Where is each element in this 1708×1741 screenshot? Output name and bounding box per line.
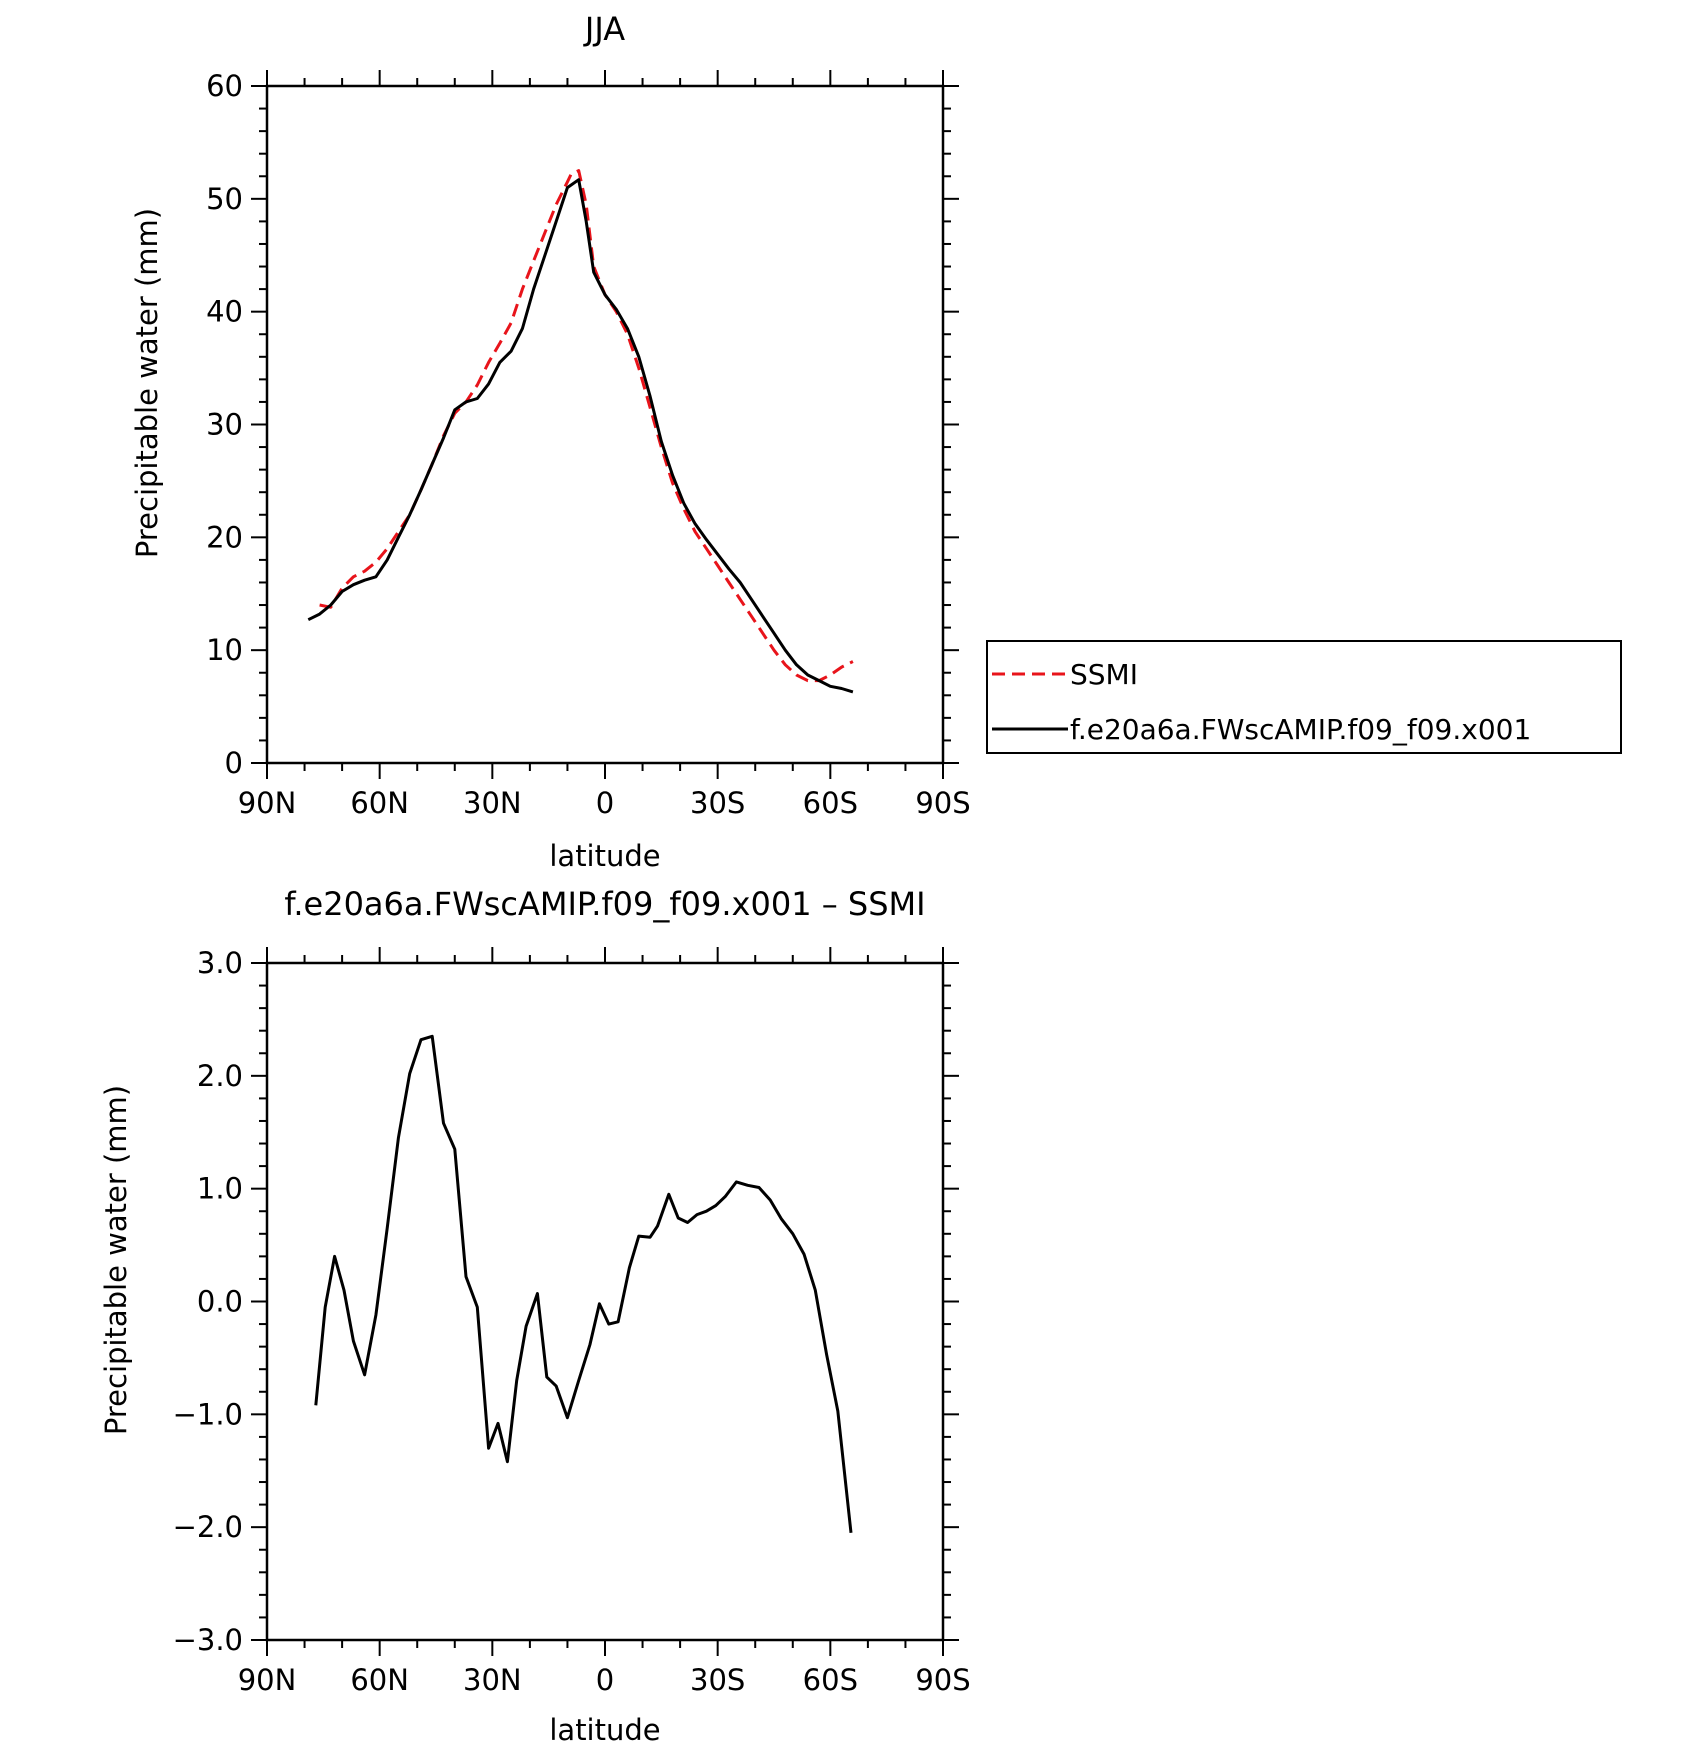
bottom-x-tick-label: 60S <box>803 1663 858 1697</box>
bottom-x-tick-label: 60N <box>350 1663 409 1697</box>
bottom-x-tick-label: 30S <box>690 1663 745 1697</box>
top-y-tick-labels: 0 10 20 30 40 50 60 <box>206 69 243 780</box>
legend-frame <box>986 640 1622 754</box>
top-y-tick-label: 50 <box>206 182 243 216</box>
top-series-lines <box>307 169 854 694</box>
legend-label-model: f.e20a6a.FWscAMIP.f09_f09.x001 <box>1070 713 1531 746</box>
top-x-tick-label: 0 <box>596 786 614 820</box>
bottom-x-axis-label: latitude <box>549 1713 660 1741</box>
top-x-axis-label: latitude <box>549 839 660 873</box>
top-chart-title: JJA <box>583 10 625 48</box>
bottom-axis-ticks <box>251 947 959 1656</box>
top-x-tick-label: 90N <box>238 786 297 820</box>
bottom-x-tick-labels: 90N 60N 30N 0 30S 60S 90S <box>238 1663 971 1697</box>
bottom-x-tick-label: 90N <box>238 1663 297 1697</box>
bottom-series-line-difference <box>314 1034 853 1533</box>
top-x-tick-label: 90S <box>915 786 970 820</box>
bottom-y-tick-labels: −3.0 −2.0 −1.0 0.0 1.0 2.0 3.0 <box>173 946 243 1657</box>
bottom-series-lines <box>314 1034 853 1533</box>
top-y-tick-label: 40 <box>206 295 243 329</box>
top-x-tick-label: 30S <box>690 786 745 820</box>
legend-label-ssmi: SSMI <box>1070 658 1138 691</box>
top-y-tick-label: 0 <box>225 746 243 780</box>
bottom-x-tick-label: 30N <box>463 1663 522 1697</box>
bottom-y-tick-label: −1.0 <box>173 1397 243 1431</box>
top-x-tick-labels: 90N 60N 30N 0 30S 60S 90S <box>238 786 971 820</box>
top-panel: JJA Precipitable water (mm) latitude 90N… <box>130 10 1622 873</box>
top-y-tick-label: 10 <box>206 633 243 667</box>
bottom-y-axis-label-group: Precipitable water (mm) <box>99 1085 133 1435</box>
top-series-line-ssmi <box>319 169 854 683</box>
top-series-line-model <box>307 178 854 694</box>
top-y-axis-label-group: Precipitable water (mm) <box>130 208 164 558</box>
top-x-tick-label: 60S <box>803 786 858 820</box>
bottom-y-tick-label: 2.0 <box>197 1059 243 1093</box>
bottom-y-tick-label: 0.0 <box>197 1285 243 1319</box>
top-y-axis-label: Precipitable water (mm) <box>130 208 164 558</box>
top-x-tick-label: 60N <box>350 786 409 820</box>
bottom-x-tick-label: 90S <box>915 1663 970 1697</box>
bottom-y-tick-label: 1.0 <box>197 1172 243 1206</box>
bottom-y-tick-label: −3.0 <box>173 1623 243 1657</box>
top-x-tick-label: 30N <box>463 786 522 820</box>
top-y-tick-label: 30 <box>206 408 243 442</box>
top-axis-ticks <box>251 70 959 779</box>
bottom-y-axis-label: Precipitable water (mm) <box>99 1085 133 1435</box>
legend: SSMI f.e20a6a.FWscAMIP.f09_f09.x001 <box>986 640 1622 754</box>
top-plot-frame <box>265 84 945 765</box>
bottom-y-tick-label: −2.0 <box>173 1510 243 1544</box>
bottom-x-tick-label: 0 <box>596 1663 614 1697</box>
top-y-tick-label: 20 <box>206 520 243 554</box>
bottom-panel: f.e20a6a.FWscAMIP.f09_f09.x001 – SSMI Pr… <box>99 885 971 1741</box>
bottom-y-tick-label: 3.0 <box>197 946 243 980</box>
top-y-tick-label: 60 <box>206 69 243 103</box>
bottom-chart-title: f.e20a6a.FWscAMIP.f09_f09.x001 – SSMI <box>284 885 925 923</box>
bottom-plot-frame <box>265 961 945 1642</box>
